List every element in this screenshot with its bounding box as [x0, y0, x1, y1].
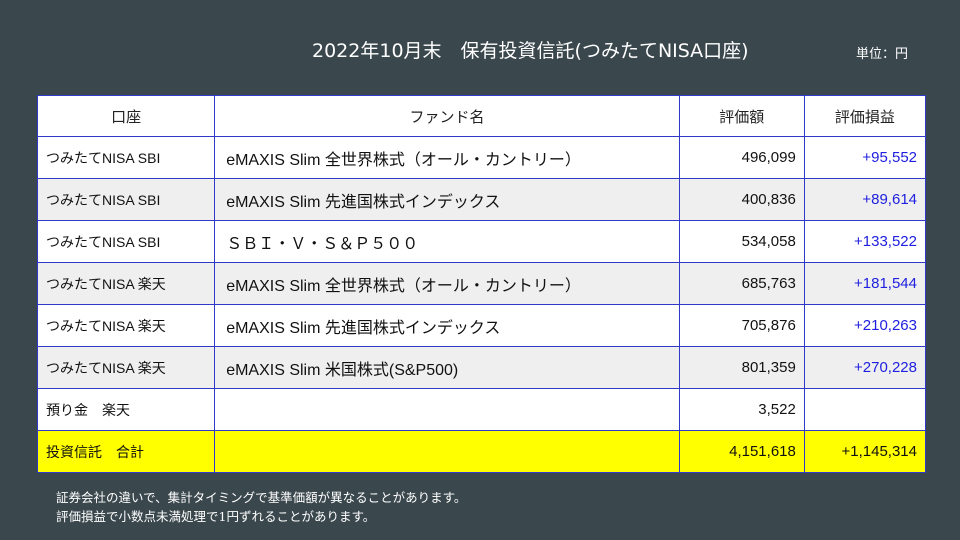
- table-row: つみたてNISA SBI eMAXIS Slim 全世界株式（オール・カントリー…: [36, 136, 927, 179]
- account-cell: つみたてNISA 楽天: [36, 346, 216, 389]
- fund-cell: [214, 388, 680, 431]
- fund-cell: eMAXIS Slim 全世界株式（オール・カントリー）: [214, 136, 680, 179]
- column-header-gain: 評価損益: [803, 95, 927, 137]
- gain-cell: +210,263: [803, 304, 927, 347]
- page-title: 2022年10月末 保有投資信託(つみたてNISA口座): [312, 40, 749, 62]
- total-fund-cell: [214, 430, 680, 473]
- value-cell: 801,359: [678, 346, 805, 389]
- total-value: 4,151,618: [678, 430, 805, 473]
- table-row: つみたてNISA SBI eMAXIS Slim 先進国株式インデックス 400…: [36, 178, 927, 221]
- value-cell: 685,763: [678, 262, 805, 305]
- table-row: つみたてNISA 楽天 eMAXIS Slim 米国株式(S&P500) 801…: [36, 346, 927, 389]
- gain-cell: +270,228: [803, 346, 927, 389]
- table-row: つみたてNISA 楽天 eMAXIS Slim 先進国株式インデックス 705,…: [36, 304, 927, 347]
- column-header-value: 評価額: [678, 95, 805, 137]
- footnotes: 証券会社の違いで、集計タイミングで基準価額が異なることがあります。 評価損益で小…: [56, 488, 466, 526]
- table-row: 預り金 楽天 3,522: [36, 388, 927, 431]
- unit-label: 単位：円: [856, 47, 909, 62]
- holdings-table: 口座 ファンド名 評価額 評価損益 つみたてNISA SBI eMAXIS Sl…: [36, 95, 927, 473]
- fund-cell: ＳＢＩ・Ｖ・Ｓ＆Ｐ５００: [214, 220, 680, 263]
- gain-cell: +95,552: [803, 136, 927, 179]
- value-cell: 3,522: [678, 388, 805, 431]
- account-cell: つみたてNISA 楽天: [36, 304, 216, 347]
- total-row: 投資信託 合計 4,151,618 +1,145,314: [36, 430, 927, 473]
- value-cell: 705,876: [678, 304, 805, 347]
- account-cell: 預り金 楽天: [36, 388, 216, 431]
- column-header-account: 口座: [36, 95, 216, 137]
- account-cell: つみたてNISA SBI: [36, 220, 216, 263]
- fund-cell: eMAXIS Slim 全世界株式（オール・カントリー）: [214, 262, 680, 305]
- fund-cell: eMAXIS Slim 米国株式(S&P500): [214, 346, 680, 389]
- account-cell: つみたてNISA SBI: [36, 136, 216, 179]
- total-gain: +1,145,314: [803, 430, 927, 473]
- column-header-fund: ファンド名: [214, 95, 680, 137]
- fund-cell: eMAXIS Slim 先進国株式インデックス: [214, 304, 680, 347]
- fund-cell: eMAXIS Slim 先進国株式インデックス: [214, 178, 680, 221]
- table-row: つみたてNISA SBI ＳＢＩ・Ｖ・Ｓ＆Ｐ５００ 534,058 +133,5…: [36, 220, 927, 263]
- gain-cell: +89,614: [803, 178, 927, 221]
- value-cell: 496,099: [678, 136, 805, 179]
- gain-cell: +133,522: [803, 220, 927, 263]
- total-label: 投資信託 合計: [36, 430, 216, 473]
- footnote: 証券会社の違いで、集計タイミングで基準価額が異なることがあります。: [56, 490, 467, 505]
- account-cell: つみたてNISA SBI: [36, 178, 216, 221]
- account-cell: つみたてNISA 楽天: [36, 262, 216, 305]
- footnote: 評価損益で小数点未満処理で1円ずれることがあります。: [56, 509, 376, 524]
- value-cell: 534,058: [678, 220, 805, 263]
- value-cell: 400,836: [678, 178, 805, 221]
- table-header-row: 口座 ファンド名 評価額 評価損益: [36, 95, 927, 137]
- table-row: つみたてNISA 楽天 eMAXIS Slim 全世界株式（オール・カントリー）…: [36, 262, 927, 305]
- gain-cell: +181,544: [803, 262, 927, 305]
- gain-cell: [803, 388, 927, 431]
